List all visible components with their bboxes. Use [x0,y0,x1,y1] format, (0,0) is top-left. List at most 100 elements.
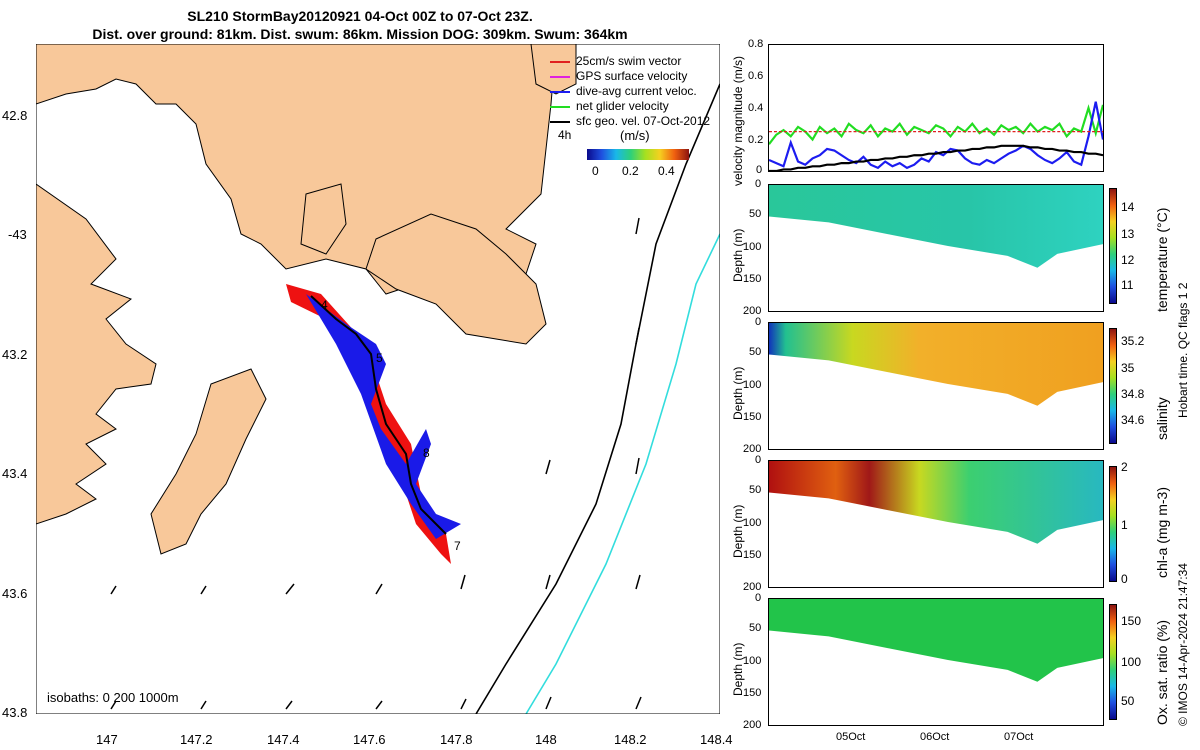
colorbar-tick-0.2: 0.2 [622,164,639,178]
chl-depth-50: 50 [749,484,762,496]
temp-depth-100: 100 [743,241,762,253]
east-land [365,213,547,345]
title-line-1: SL210 StormBay20120921 04-Oct 00Z to 07-… [187,8,533,24]
lon-tick-147.8: 147.8 [440,732,473,747]
ox-depth-200: 200 [743,719,762,731]
lon-tick-148.4: 148.4 [700,732,733,747]
lat-tick-43.8: 43.8 [2,705,28,720]
temp-cbar-12: 12 [1121,253,1135,267]
speed-colorbar [587,149,689,160]
copyright-note: © IMOS 14-Apr-2024 21:47:34 [1176,563,1190,726]
map-plot: 4 5 8 7 [36,44,720,714]
qc-note: Hobart time. QC flags 1 2 [1176,282,1190,418]
legend-note-4h: 4h [558,128,572,142]
chl-cbar-1: 1 [1121,518,1128,532]
chl-cbar-0: 0 [1121,572,1128,586]
temp-depth-200: 200 [743,305,762,317]
track-label-8: 8 [423,446,430,460]
legend-item-dive-avg: dive-avg current veloc. [548,84,710,99]
temp-cbar-label: temperature (°C) [1154,207,1170,312]
sal-depth-150: 150 [743,411,762,423]
sal-depth-50: 50 [749,346,762,358]
lon-tick-148.2: 148.2 [614,732,647,747]
sal-cbar-34.6: 34.6 [1121,413,1145,427]
temp-depth-150: 150 [743,273,762,285]
sal-cbar-34.8: 34.8 [1121,387,1145,401]
temp-cbar-13: 13 [1121,227,1135,241]
mid-island [150,368,267,555]
xtick-06oct: 06Oct [920,731,950,743]
vel-ylabel: velocity magnitude (m/s) [731,55,745,186]
isobath-1000 [525,233,720,714]
glider-track-blue [306,294,461,539]
chl-depth-200: 200 [743,581,762,593]
ox-depth-100: 100 [743,655,762,667]
ox-depth-0: 0 [755,592,762,604]
ox-cbar-label: Ox. sat. ratio (%) [1154,619,1170,725]
chl-depth-150: 150 [743,549,762,561]
lon-tick-148: 148 [535,732,557,747]
bruny-land [300,183,347,255]
legend-item-net-glider: net glider velocity [548,99,710,114]
vel-series-0 [769,104,1103,145]
xtick-05oct: 05Oct [836,731,866,743]
ox-cbar-50: 50 [1121,694,1135,708]
vel-ytick-0.6: 0.6 [748,70,764,82]
temp-ylabel: Depth (m) [731,228,745,282]
chl-cbar-label: chl-a (mg m-3) [1154,486,1170,578]
velocity-chart [768,44,1104,172]
ox-ylabel: Depth (m) [731,642,745,696]
lon-tick-147: 147 [96,732,118,747]
temperature-section [768,184,1104,312]
temp-depth-0: 0 [755,178,762,190]
sal-depth-0: 0 [755,316,762,328]
isobath-200 [475,83,720,714]
colorbar-tick-0: 0 [592,164,599,178]
temperature-colorbar [1109,188,1117,304]
title-line-2: Dist. over ground: 81km. Dist. swum: 86k… [92,26,628,42]
lon-tick-147.2: 147.2 [180,732,213,747]
xtick-07oct: 07Oct [1004,731,1034,743]
chl-ylabel: Depth (m) [731,504,745,558]
chla-section [768,460,1104,588]
colorbar-title: (m/s) [620,128,650,143]
vel-ytick-0.8: 0.8 [748,38,764,50]
legend-item-gps-velocity: GPS surface velocity [548,69,710,84]
inland-peninsula [36,183,157,525]
temp-cbar-11: 11 [1121,278,1134,292]
glider-track-path [310,295,447,535]
lat-tick-43.6: 43.6 [2,586,28,601]
lat-tick-42.8: 42.8 [2,108,28,123]
chl-depth-0: 0 [755,454,762,466]
lon-tick-147.6: 147.6 [353,732,386,747]
colorbar-tick-0.4: 0.4 [658,164,675,178]
vel-ytick-0.2: 0.2 [748,134,764,146]
vel-series-1 [769,101,1103,170]
velocity-arrows [110,217,642,710]
lon-tick-147.4: 147.4 [267,732,300,747]
sal-cbar-35.2: 35.2 [1121,334,1145,348]
track-label-4: 4 [321,298,328,312]
legend-item-sfc-geo: sfc geo. vel. 07-Oct-2012 [548,114,710,129]
lat-tick-43.2: 43.2 [2,347,28,362]
ox-depth-50: 50 [749,622,762,634]
isobath-label: isobaths: 0 200 1000m [47,690,179,705]
map-legend: 25cm/s swim vector GPS surface velocity … [548,54,710,129]
sal-depth-100: 100 [743,379,762,391]
lat-tick-43.4: 43.4 [2,466,28,481]
sal-cbar-label: salinity [1154,397,1170,440]
ox-cbar-100: 100 [1121,655,1142,669]
sal-depth-200: 200 [743,443,762,455]
track-label-5: 5 [376,351,383,365]
salinity-section [768,322,1104,450]
temp-cbar-14: 14 [1121,200,1135,214]
oxygen-colorbar [1109,604,1117,720]
temp-depth-50: 50 [749,208,762,220]
oxygen-section [768,598,1104,726]
ox-depth-150: 150 [743,687,762,699]
vel-ytick-0: 0 [756,164,763,176]
east-land-2 [530,44,577,95]
ox-cbar-150: 150 [1121,614,1142,628]
chl-depth-100: 100 [743,517,762,529]
